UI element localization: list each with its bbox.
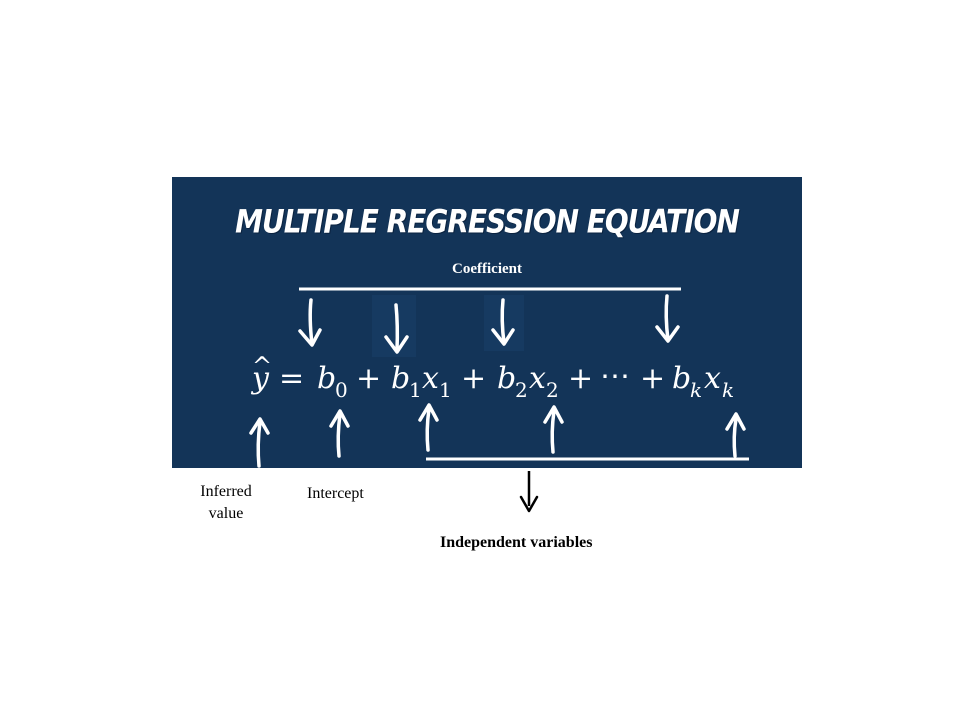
chalk-up-arrow	[725, 412, 746, 458]
equation-plus: +	[461, 361, 486, 396]
equation-b: b	[317, 361, 336, 396]
panel-title: MULTIPLE REGRESSION EQUATION	[235, 202, 740, 241]
equation-subscript: k	[690, 378, 702, 402]
equation-b: b	[391, 361, 410, 396]
equation-y: y	[250, 361, 270, 396]
equation-subscript: 2	[546, 378, 559, 402]
chalk-down-arrow	[655, 294, 680, 343]
chalk-down-arrow	[491, 298, 515, 346]
equation-subscript: 1	[409, 378, 422, 402]
regression-equation: ^ y = b 0 + b 1 x 1 + b 2 x 2 + ⋯ + b k …	[250, 352, 734, 402]
coefficient-label: Coefficient	[452, 261, 522, 277]
inferred-value-label: Inferred value	[190, 481, 262, 525]
chalk-up-arrow	[418, 403, 439, 452]
down-arrow-icon	[519, 471, 539, 513]
intercept-label: Intercept	[307, 485, 364, 502]
equation-plus: +	[568, 361, 593, 396]
chalk-down-arrow	[384, 303, 409, 354]
chalk-up-arrow	[249, 417, 270, 468]
equation-b: b	[672, 361, 691, 396]
equation-subscript: k	[722, 378, 734, 402]
independent-variables-label: Independent variables	[440, 534, 593, 551]
equation-x: x	[422, 361, 439, 396]
chalk-up-arrow	[329, 409, 350, 458]
inferred-value-label-line2: value	[208, 505, 244, 522]
equation-x: x	[529, 361, 546, 396]
equation-ellipsis: ⋯	[600, 359, 630, 394]
equation-panel: MULTIPLE REGRESSION EQUATION Coefficient	[172, 177, 802, 468]
chalk-up-arrow	[543, 405, 564, 454]
inferred-value-label-line1: Inferred	[200, 483, 252, 500]
equation-equals: =	[279, 361, 304, 396]
chalk-down-arrow	[298, 298, 322, 347]
equation-x: x	[704, 361, 721, 396]
equation-subscript: 0	[335, 378, 348, 402]
equation-plus: +	[356, 361, 381, 396]
equation-hat: ^	[252, 352, 272, 380]
equation-subscript: 1	[439, 378, 452, 402]
equation-b: b	[497, 361, 516, 396]
equation-plus: +	[640, 361, 665, 396]
equation-subscript: 2	[515, 378, 528, 402]
